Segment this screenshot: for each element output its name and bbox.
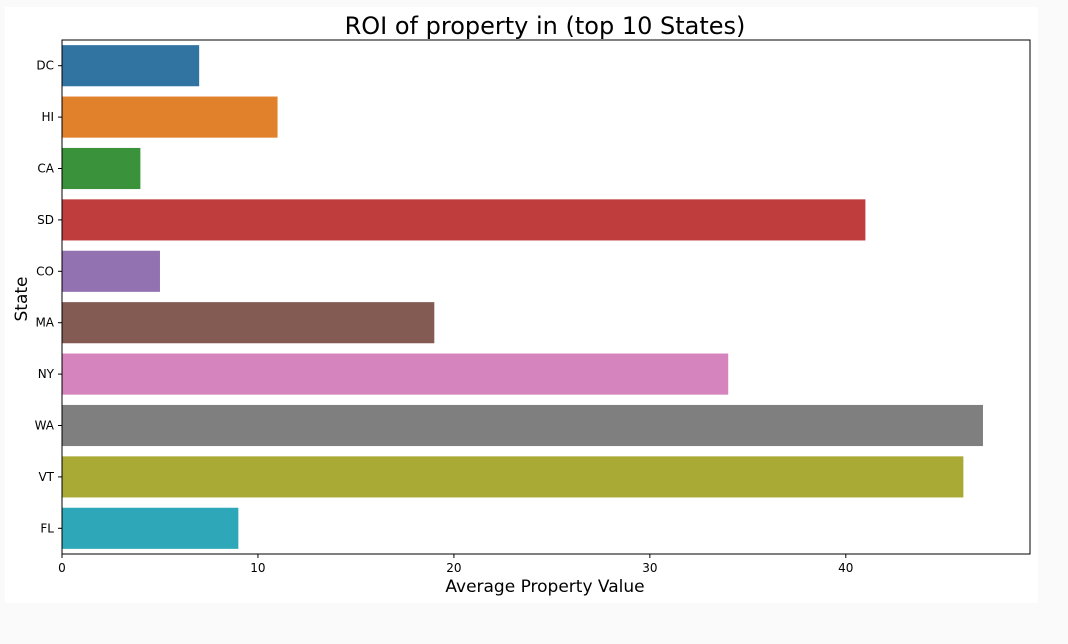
y-tick-label-ma: MA [35, 316, 54, 330]
y-tick-label-dc: DC [36, 59, 54, 73]
y-ticks-group: DC HI CA SD CO MA NY WA VT FL [35, 59, 62, 535]
chart-figure: ROI of property in (top 10 States) DC HI C… [5, 7, 1038, 603]
x-ticks-group: 0 10 20 30 40 [58, 554, 853, 575]
chart-title: ROI of property in (top 10 States) [345, 12, 746, 40]
bar-wa [62, 404, 983, 447]
x-tick-label-10: 10 [250, 561, 265, 575]
bar-hi [62, 96, 278, 138]
x-tick-label-30: 30 [642, 561, 657, 575]
bar-ma [62, 302, 435, 344]
y-axis-label: State [12, 277, 32, 322]
y-tick-label-co: CO [36, 264, 54, 278]
bar-vt [62, 456, 964, 498]
bar-chart: ROI of property in (top 10 States) DC HI C… [12, 12, 1031, 597]
bars-group [62, 45, 983, 549]
x-tick-label-0: 0 [58, 561, 66, 575]
bar-ca [62, 147, 141, 190]
bar-co [62, 250, 160, 292]
y-tick-label-fl: FL [40, 521, 54, 535]
y-tick-label-hi: HI [41, 110, 54, 124]
y-tick-label-ny: NY [38, 367, 55, 381]
y-tick-label-sd: SD [37, 213, 54, 227]
bar-ny [62, 353, 729, 395]
plot-frame [61, 39, 1031, 555]
x-axis-label: Average Property Value [445, 577, 644, 597]
x-tick-label-20: 20 [446, 561, 461, 575]
y-tick-label-vt: VT [38, 470, 54, 484]
bar-sd [62, 199, 866, 241]
y-tick-label-wa: WA [35, 419, 55, 433]
bar-fl [62, 507, 239, 549]
x-tick-label-40: 40 [838, 561, 853, 575]
bar-dc [62, 45, 200, 87]
y-tick-label-ca: CA [37, 162, 54, 176]
